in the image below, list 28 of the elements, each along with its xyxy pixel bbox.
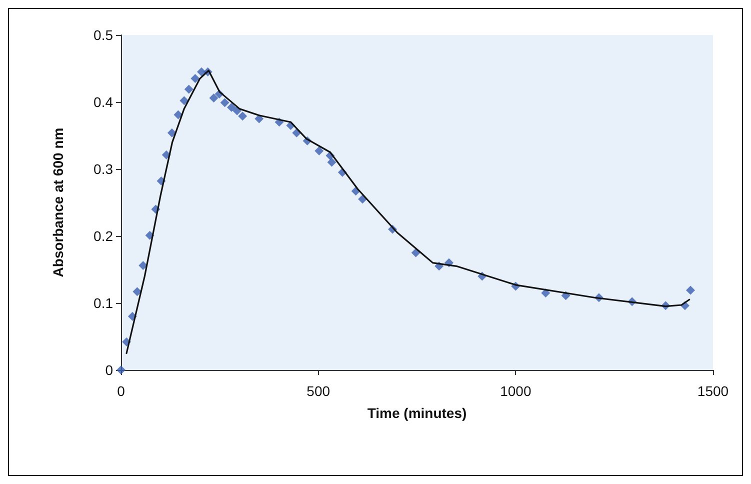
point <box>227 102 236 112</box>
point <box>190 74 200 84</box>
point <box>327 158 336 167</box>
x-axis-title: Time (minutes) <box>367 405 467 421</box>
point <box>184 84 194 94</box>
x-tick-label: 0 <box>117 383 126 399</box>
x-tick-label: 1500 <box>697 383 729 399</box>
y-tick-label: 0.5 <box>94 27 114 43</box>
y-axis-title: Absorbance at 600 nm <box>50 128 66 278</box>
y-tick-label: 0.2 <box>94 228 114 244</box>
point <box>132 287 142 296</box>
y-tick-label: 0 <box>105 362 114 378</box>
y-tick-label: 0.4 <box>94 94 114 110</box>
point <box>686 286 696 295</box>
point <box>220 98 230 108</box>
point <box>314 146 324 156</box>
y-tick-label: 0.1 <box>94 295 114 311</box>
point <box>180 96 189 106</box>
point <box>167 128 176 138</box>
point <box>197 67 206 76</box>
point <box>238 112 248 121</box>
point <box>209 93 218 102</box>
point <box>174 110 183 120</box>
x-tick-label: 500 <box>306 383 330 399</box>
point <box>254 114 264 124</box>
x-tick-label: 1000 <box>500 383 532 399</box>
point <box>541 288 550 298</box>
y-tick-label: 0.3 <box>94 161 114 177</box>
